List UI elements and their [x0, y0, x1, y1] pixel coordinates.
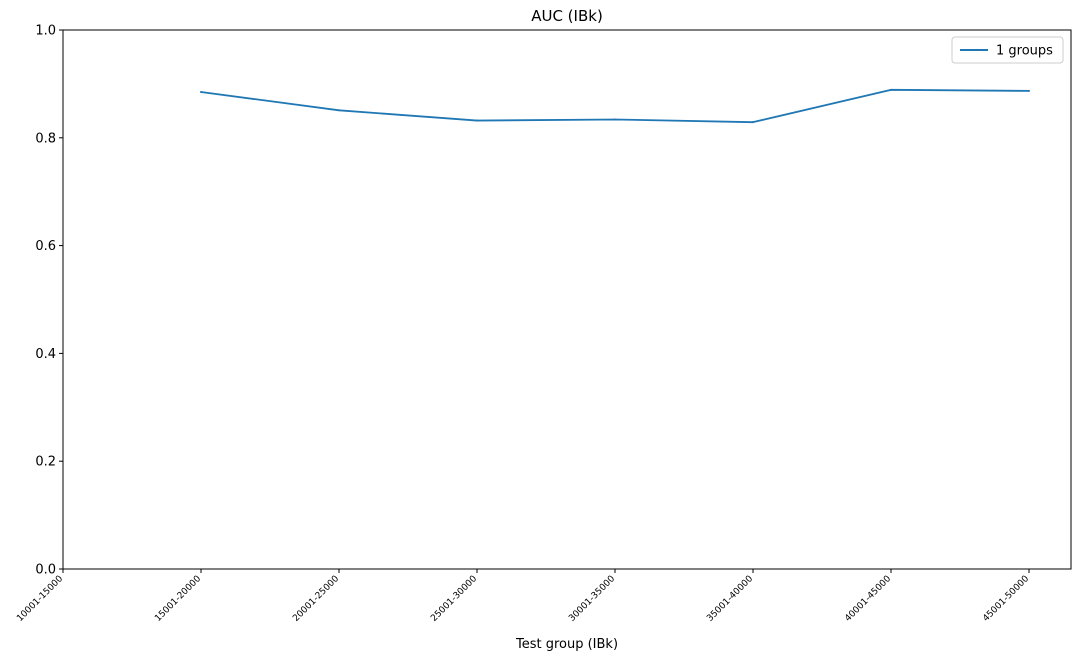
legend-box: [951, 36, 1064, 64]
series-line: [200, 88, 1030, 124]
data-point: [200, 90, 202, 93]
data-point: [1028, 89, 1030, 92]
data-point: [614, 118, 616, 121]
x-tick-label: 20001-25000: [291, 574, 341, 624]
y-tick-label: 0.6: [35, 239, 56, 254]
x-tick-label: 30001-35000: [567, 574, 617, 624]
x-tick-label: 45001-50000: [981, 574, 1031, 624]
data-point: [476, 119, 478, 122]
x-tick-label: 35001-40000: [705, 574, 755, 624]
x-tick-label: 25001-30000: [429, 574, 479, 624]
x-tick-label: 40001-45000: [843, 574, 893, 624]
y-tick-label: 1.0: [35, 24, 56, 39]
x-tick-label: 15001-20000: [153, 574, 203, 624]
plot-area: [62, 29, 1072, 570]
x-tick-label: 10001-15000: [15, 574, 65, 624]
y-tick-label: 0.2: [35, 455, 56, 470]
data-point: [338, 109, 340, 112]
y-tick-label: 0.8: [35, 131, 56, 146]
x-axis: 10001-15000 15001-20000 20001-25000 25001-3…: [15, 569, 1031, 624]
x-axis-label: Test group (IBk): [515, 637, 618, 652]
legend-label: 1 groups: [996, 44, 1053, 59]
y-tick-label: 0.0: [35, 563, 56, 578]
data-point: [752, 121, 754, 124]
y-tick-label: 0.4: [35, 347, 56, 362]
series-layer: [200, 88, 1030, 124]
data-point: [890, 88, 892, 91]
chart-title: AUC (IBk): [531, 7, 603, 25]
legend: 1 groups: [951, 36, 1064, 64]
y-axis: 0.0 0.2 0.4 0.6 0.8 1.0: [35, 24, 63, 578]
